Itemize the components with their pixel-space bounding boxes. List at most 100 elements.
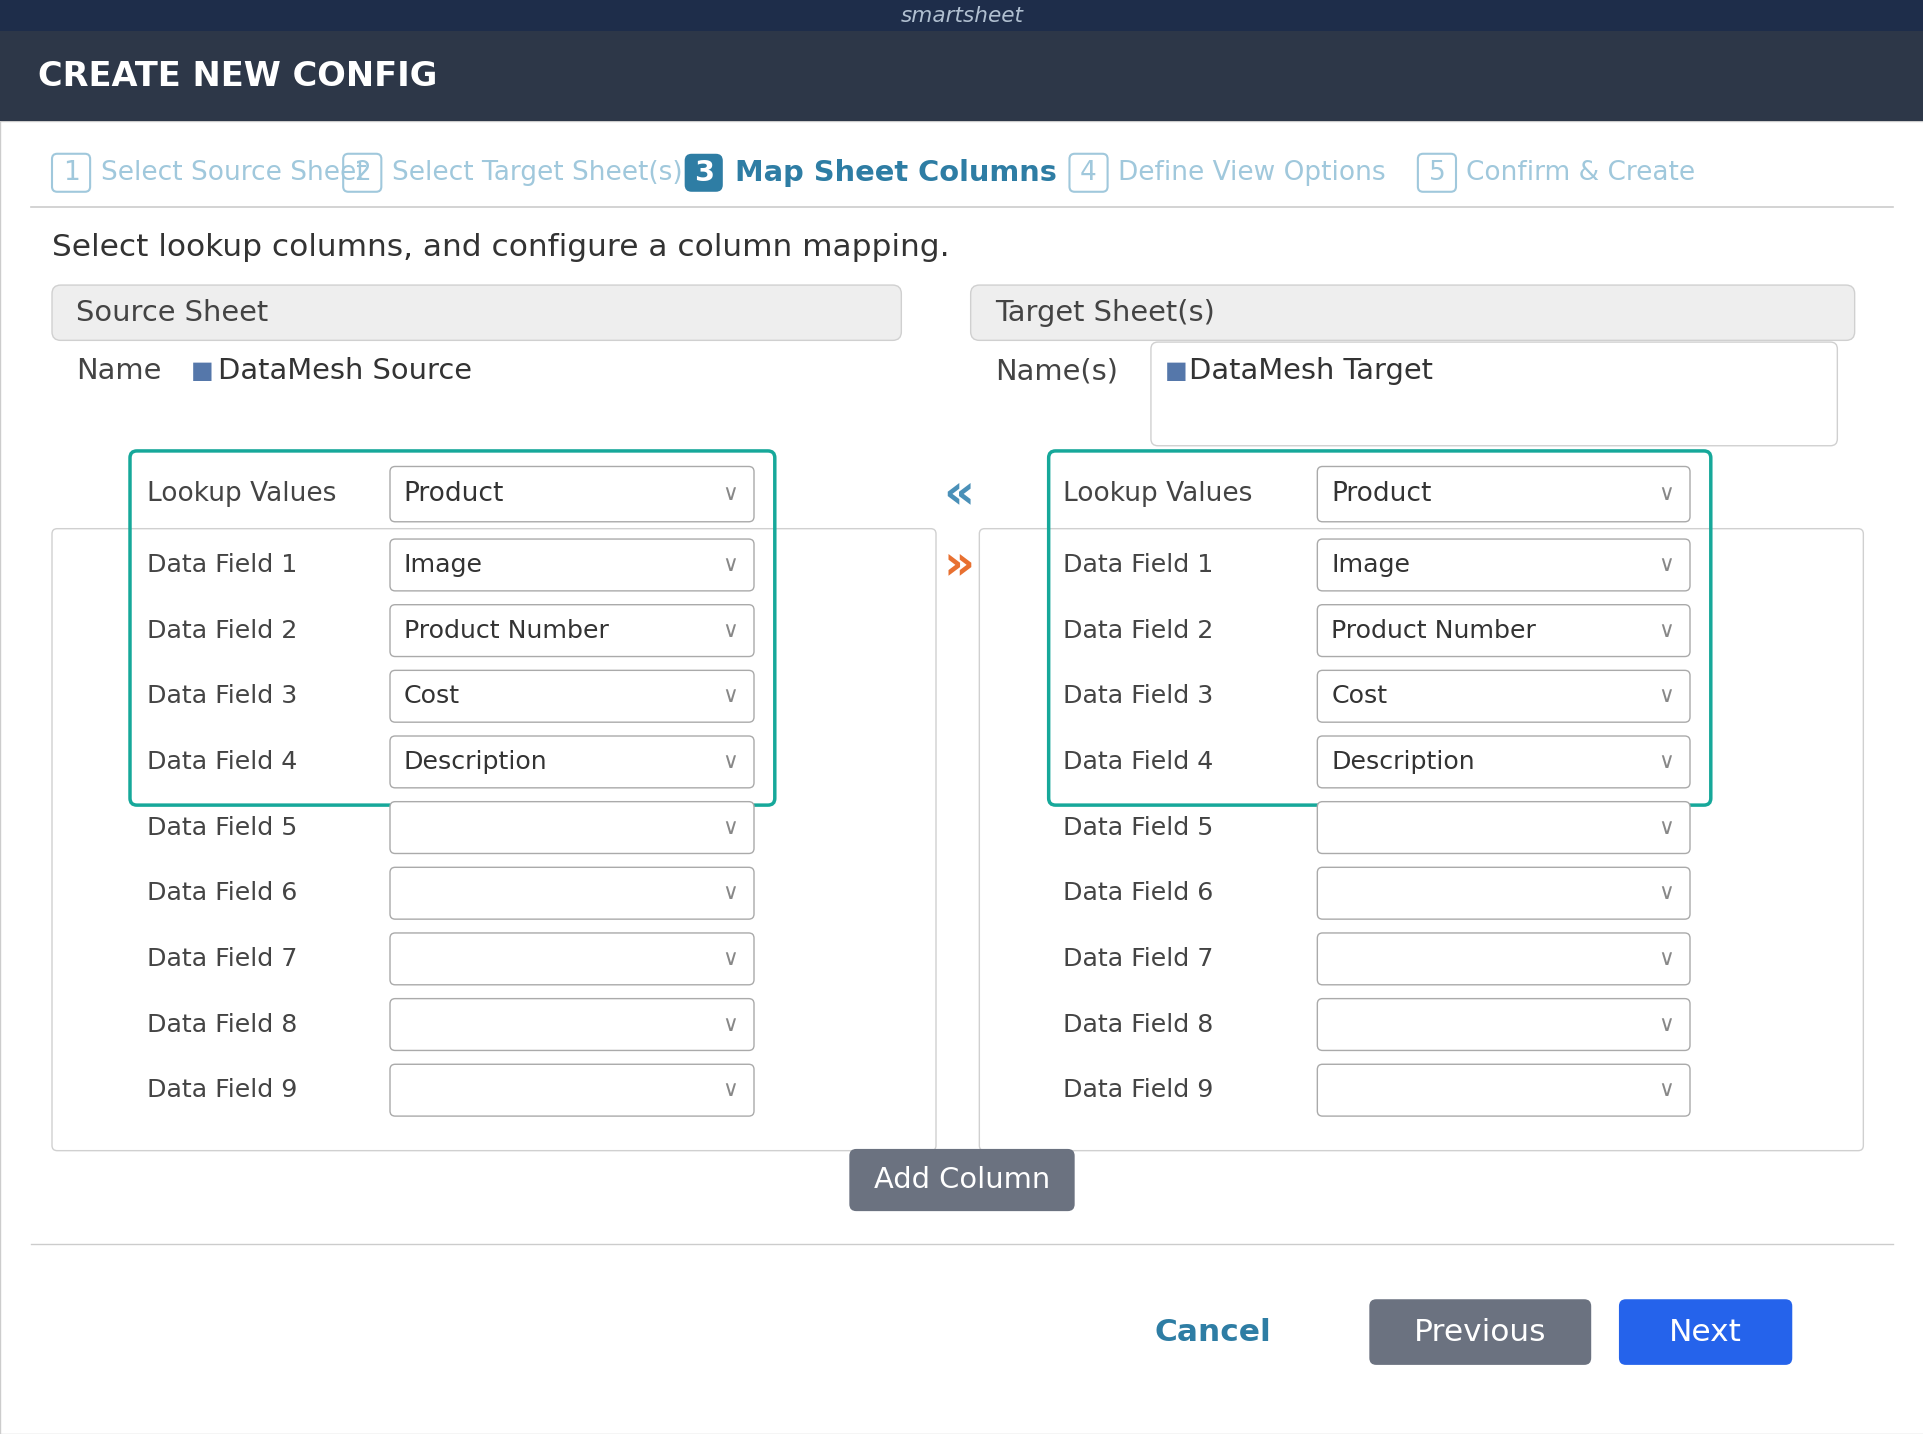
Text: CREATE NEW CONFIG: CREATE NEW CONFIG (38, 60, 437, 93)
Text: 2: 2 (354, 159, 371, 186)
Text: Lookup Values: Lookup Values (1061, 482, 1252, 508)
Text: ∨: ∨ (721, 949, 737, 969)
FancyBboxPatch shape (390, 868, 754, 919)
Text: Name: Name (77, 357, 162, 386)
Text: ∨: ∨ (721, 621, 737, 641)
Text: ∨: ∨ (721, 817, 737, 837)
Text: Image: Image (404, 554, 483, 576)
FancyBboxPatch shape (1617, 1299, 1792, 1365)
Text: Cost: Cost (404, 684, 460, 708)
Text: Previous: Previous (1413, 1318, 1546, 1347)
Text: Select Target Sheet(s): Select Target Sheet(s) (392, 159, 683, 186)
Text: ∨: ∨ (721, 485, 737, 505)
FancyBboxPatch shape (390, 539, 754, 591)
Text: Next: Next (1669, 1318, 1740, 1347)
Text: Source Sheet: Source Sheet (77, 298, 269, 327)
FancyBboxPatch shape (1317, 539, 1688, 591)
Text: Data Field 2: Data Field 2 (1061, 618, 1211, 642)
Text: ∨: ∨ (721, 555, 737, 575)
Text: ∨: ∨ (721, 1080, 737, 1100)
Text: Data Field 1: Data Field 1 (148, 554, 298, 576)
Text: Select Source Sheet: Select Source Sheet (100, 159, 365, 186)
Text: ∨: ∨ (1658, 751, 1673, 771)
FancyBboxPatch shape (1417, 153, 1456, 192)
Text: Data Field 2: Data Field 2 (148, 618, 298, 642)
FancyBboxPatch shape (1369, 1299, 1590, 1365)
FancyBboxPatch shape (1150, 343, 1836, 446)
Text: Image: Image (1331, 554, 1410, 576)
Text: Select lookup columns, and configure a column mapping.: Select lookup columns, and configure a c… (52, 232, 950, 261)
FancyBboxPatch shape (1317, 670, 1688, 723)
Text: DataMesh Target: DataMesh Target (1188, 357, 1433, 386)
Text: ∨: ∨ (1658, 687, 1673, 707)
Text: Lookup Values: Lookup Values (148, 482, 337, 508)
Text: Data Field 5: Data Field 5 (1061, 816, 1211, 839)
Text: Product Number: Product Number (1331, 618, 1535, 642)
FancyBboxPatch shape (1317, 802, 1688, 853)
Text: ■: ■ (1163, 360, 1186, 383)
Text: Data Field 4: Data Field 4 (1061, 750, 1211, 774)
Text: ∨: ∨ (1658, 1080, 1673, 1100)
FancyBboxPatch shape (342, 153, 381, 192)
Text: «: « (942, 470, 973, 518)
Text: Data Field 3: Data Field 3 (1061, 684, 1211, 708)
Text: Add Column: Add Column (873, 1166, 1050, 1195)
Bar (0, 32, 1923, 120)
Text: 5: 5 (1427, 159, 1444, 186)
Text: ∨: ∨ (1658, 949, 1673, 969)
Text: Data Field 1: Data Field 1 (1061, 554, 1211, 576)
FancyBboxPatch shape (1069, 153, 1108, 192)
Text: Data Field 6: Data Field 6 (1061, 882, 1211, 905)
Text: Define View Options: Define View Options (1117, 159, 1385, 186)
Text: 3: 3 (694, 159, 713, 186)
Text: Product: Product (404, 482, 504, 508)
FancyBboxPatch shape (390, 1064, 754, 1116)
FancyBboxPatch shape (390, 998, 754, 1051)
Text: ∨: ∨ (1658, 1014, 1673, 1034)
Text: Data Field 5: Data Field 5 (148, 816, 298, 839)
Text: ∨: ∨ (1658, 555, 1673, 575)
FancyBboxPatch shape (52, 153, 90, 192)
FancyBboxPatch shape (848, 1149, 1075, 1212)
FancyBboxPatch shape (52, 529, 935, 1150)
FancyBboxPatch shape (390, 736, 754, 787)
Text: Product: Product (1331, 482, 1431, 508)
FancyBboxPatch shape (390, 934, 754, 985)
Text: Data Field 8: Data Field 8 (148, 1012, 298, 1037)
Text: ∨: ∨ (1658, 883, 1673, 903)
Text: smartsheet: smartsheet (900, 6, 1023, 26)
Text: 1: 1 (63, 159, 79, 186)
Text: ∨: ∨ (721, 687, 737, 707)
Text: DataMesh Source: DataMesh Source (219, 357, 473, 386)
Text: Cost: Cost (1331, 684, 1386, 708)
Text: Data Field 7: Data Field 7 (148, 946, 298, 971)
FancyBboxPatch shape (685, 153, 723, 192)
Text: Target Sheet(s): Target Sheet(s) (994, 298, 1213, 327)
FancyBboxPatch shape (1317, 605, 1688, 657)
Text: Data Field 9: Data Field 9 (1061, 1078, 1211, 1103)
Text: Description: Description (1331, 750, 1475, 774)
Text: Data Field 7: Data Field 7 (1061, 946, 1211, 971)
Text: ∨: ∨ (1658, 817, 1673, 837)
Text: ∨: ∨ (721, 751, 737, 771)
FancyBboxPatch shape (390, 605, 754, 657)
Text: Name(s): Name(s) (994, 357, 1117, 386)
FancyBboxPatch shape (1317, 736, 1688, 787)
Text: »: » (942, 542, 973, 588)
FancyBboxPatch shape (979, 529, 1861, 1150)
Text: Confirm & Create: Confirm & Create (1465, 159, 1694, 186)
FancyBboxPatch shape (1317, 466, 1688, 522)
FancyBboxPatch shape (52, 285, 900, 340)
FancyBboxPatch shape (971, 285, 1854, 340)
Text: Product Number: Product Number (404, 618, 608, 642)
Text: ∨: ∨ (721, 1014, 737, 1034)
FancyBboxPatch shape (390, 670, 754, 723)
Text: Data Field 9: Data Field 9 (148, 1078, 298, 1103)
Text: Data Field 4: Data Field 4 (148, 750, 298, 774)
Text: 4: 4 (1079, 159, 1096, 186)
FancyBboxPatch shape (1317, 934, 1688, 985)
Text: ∨: ∨ (1658, 621, 1673, 641)
FancyBboxPatch shape (1317, 1064, 1688, 1116)
FancyBboxPatch shape (1317, 868, 1688, 919)
FancyBboxPatch shape (390, 466, 754, 522)
